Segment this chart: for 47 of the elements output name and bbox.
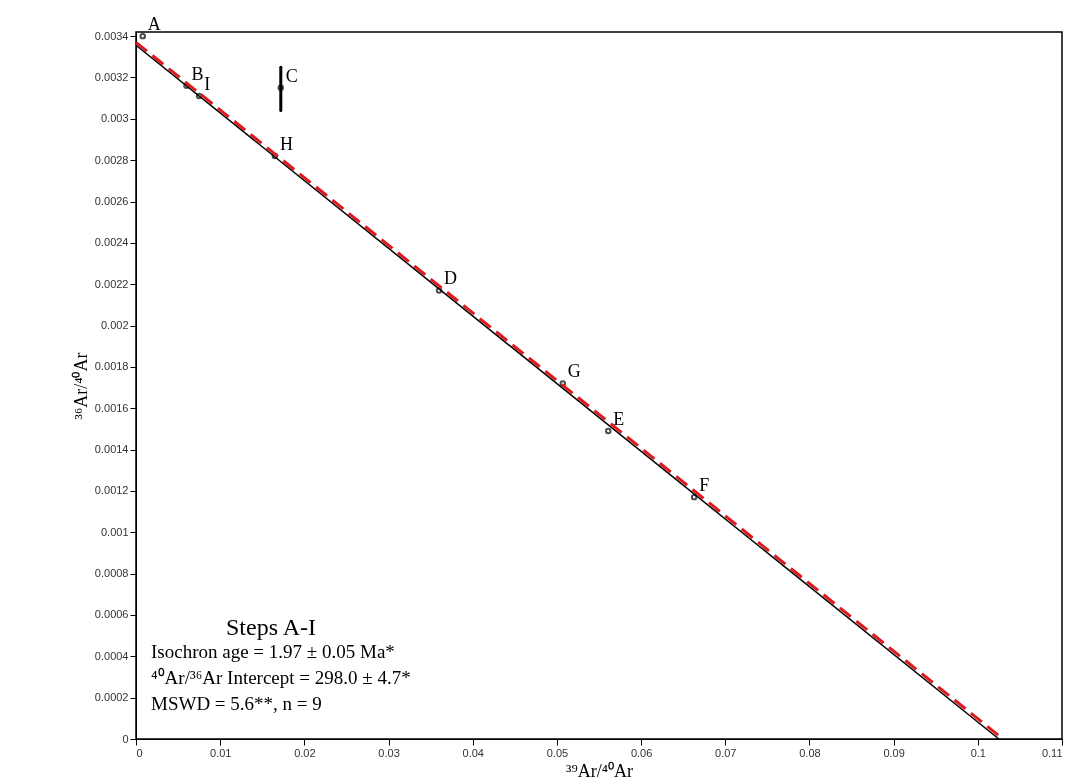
- x-tick-label: 0.01: [209, 746, 232, 759]
- x-tick-label: 0.03: [378, 746, 400, 759]
- y-tick-label: 0.001: [100, 525, 129, 538]
- y-axis-title: ³⁶Ar/⁴⁰Ar: [70, 352, 91, 420]
- y-tick-label: 0.002: [100, 319, 129, 332]
- x-axis-title: ³⁹Ar/⁴⁰Ar: [566, 760, 633, 781]
- point: [605, 427, 612, 435]
- y-tick-label: 0: [122, 732, 129, 745]
- y-tick-label: 0.0002: [94, 691, 129, 704]
- x-tick-label: 0.06: [630, 746, 653, 759]
- y-tick-label: 0.0006: [94, 608, 129, 621]
- x-tick-label: 0.08: [799, 746, 821, 759]
- y-tick-label: 0.0034: [94, 29, 129, 42]
- annotation: Isochron age = 1.97 ± 0.05 Ma*: [151, 641, 395, 662]
- y-tick-label: 0.0016: [94, 401, 129, 414]
- y-tick-label: 0.003: [100, 112, 129, 125]
- y-tick-label: 0.0018: [94, 360, 129, 373]
- annotation: H: [279, 134, 293, 155]
- annotation: A: [147, 14, 161, 35]
- x-tick-label: 0.07: [715, 746, 737, 759]
- annotation: C: [285, 65, 298, 86]
- x-tick-label: 0.09: [883, 746, 905, 759]
- point: [139, 32, 146, 40]
- x-tick-label: 0: [136, 746, 143, 759]
- annotation: B: [191, 63, 204, 84]
- annotation: ⁴⁰Ar/³⁶Ar Intercept = 298.0 ± 4.7*: [151, 667, 411, 688]
- x-tick-label: 0.05: [546, 746, 569, 759]
- y-tick-label: 0.0004: [94, 649, 129, 662]
- y-tick-label: 0.0012: [94, 484, 129, 497]
- annotation: F: [699, 475, 710, 496]
- annotation: G: [567, 361, 581, 382]
- x-tick-label: 0.1: [970, 746, 986, 759]
- y-tick-label: 0.0026: [94, 195, 129, 208]
- y-tick-label: 0.0032: [94, 70, 129, 83]
- annotation: I: [204, 74, 211, 95]
- y-tick-label: 0.0008: [94, 567, 129, 580]
- annotation: E: [613, 408, 625, 429]
- y-tick-label: 0.0024: [94, 236, 129, 249]
- annotation: MSWD = 5.6**, n = 9: [151, 693, 322, 714]
- annotation: D: [444, 268, 458, 289]
- x-tick-label: 0.11: [1041, 746, 1063, 759]
- x-tick-label: 0.02: [294, 746, 316, 759]
- annotation: Steps A-I: [226, 614, 317, 640]
- x-tick-label: 0.04: [462, 746, 484, 759]
- y-tick-label: 0.0022: [94, 277, 129, 290]
- y-tick-label: 0.0028: [94, 153, 129, 166]
- y-tick-label: 0.0014: [94, 443, 129, 456]
